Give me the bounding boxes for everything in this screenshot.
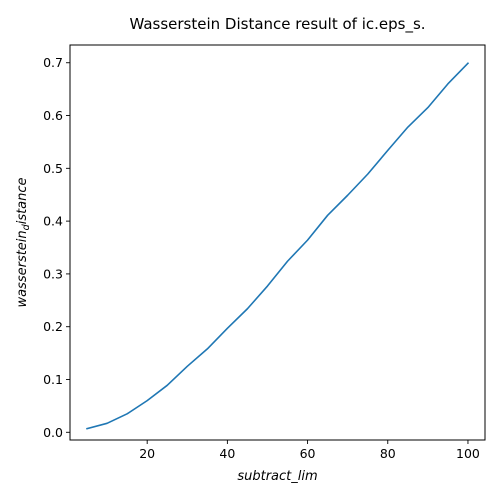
y-axis-label-main: wasserstein bbox=[15, 230, 30, 307]
y-tick-label: 0.1 bbox=[43, 372, 63, 387]
x-axis-label: subtract_lim bbox=[237, 469, 317, 484]
x-tick-label: 100 bbox=[456, 446, 480, 461]
x-tick-label: 80 bbox=[380, 446, 396, 461]
y-tick-label: 0.7 bbox=[43, 55, 63, 70]
y-tick-label: 0.5 bbox=[43, 161, 63, 176]
series-layer bbox=[86, 62, 470, 430]
y-axis-label-rest: istance bbox=[15, 177, 30, 224]
x-tick-label: 40 bbox=[219, 446, 235, 461]
y-tick-label: 0.4 bbox=[43, 214, 63, 229]
y-axis-ticks: 0.0 0.1 0.2 0.3 0.4 0.5 0.6 0.7 bbox=[43, 55, 70, 440]
chart-title: Wasserstein Distance result of ic.eps_s. bbox=[129, 15, 425, 34]
y-tick-label: 0.3 bbox=[43, 266, 63, 281]
axes-frame bbox=[69, 44, 486, 441]
y-tick-label: 0.2 bbox=[43, 319, 63, 334]
y-axis-label-subscript: d bbox=[21, 223, 32, 230]
plot-area bbox=[69, 44, 486, 441]
x-tick-label: 20 bbox=[139, 446, 155, 461]
series-line bbox=[86, 62, 470, 430]
y-axis-label: wassersteindistance bbox=[15, 177, 32, 307]
y-tick-label: 0.0 bbox=[43, 425, 63, 440]
x-tick-label: 60 bbox=[300, 446, 316, 461]
y-tick-label: 0.6 bbox=[43, 108, 63, 123]
x-axis-ticks: 20 40 60 80 100 bbox=[139, 440, 480, 461]
